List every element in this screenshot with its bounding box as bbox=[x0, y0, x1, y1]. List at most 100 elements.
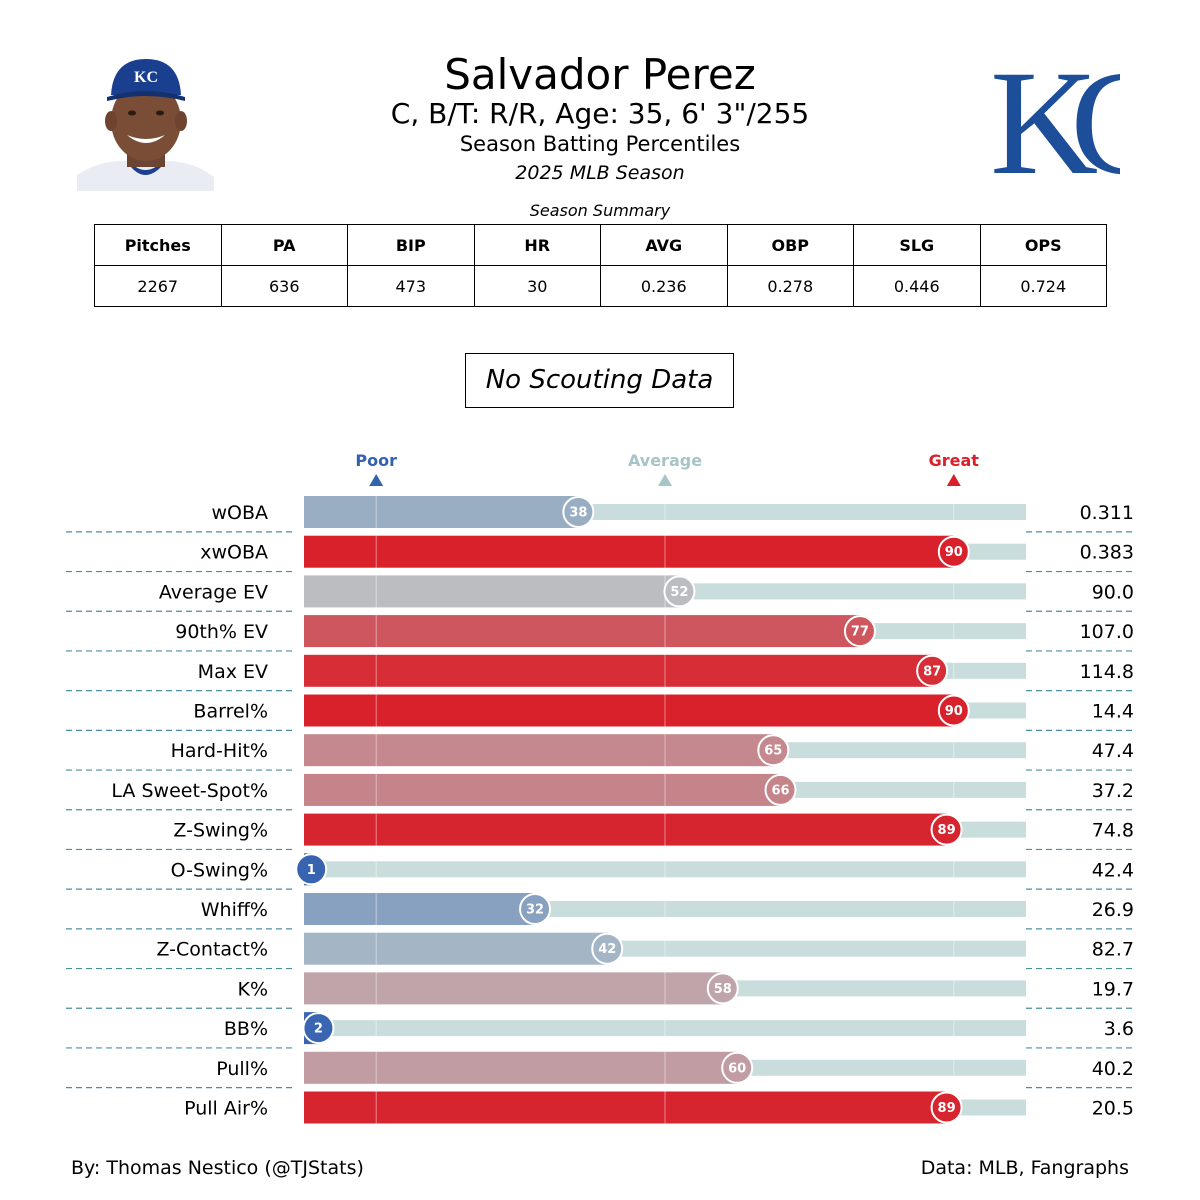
player-info: C, B/T: R/R, Age: 35, 6' 3"/255 bbox=[390, 97, 810, 130]
metric-value: 114.8 bbox=[1080, 661, 1134, 683]
summary-value-cell: 0.278 bbox=[726, 265, 854, 307]
scale-label-poor: Poor bbox=[355, 451, 397, 470]
percentile-label: 58 bbox=[714, 982, 732, 997]
summary-header-cell: BIP bbox=[347, 224, 475, 266]
percentile-marker bbox=[663, 575, 696, 608]
metric-value: 0.311 bbox=[1080, 502, 1134, 524]
summary-value-cell: 636 bbox=[220, 265, 348, 307]
metric-value: 20.5 bbox=[1092, 1098, 1134, 1120]
scale-marker-average-icon bbox=[658, 474, 672, 486]
percentile-bar bbox=[304, 496, 579, 528]
metric-value: 0.383 bbox=[1080, 542, 1134, 564]
percentile-label: 90 bbox=[945, 704, 963, 719]
percentile-bar bbox=[304, 932, 608, 965]
percentile-marker bbox=[302, 1012, 335, 1045]
summary-value-cell: 0.724 bbox=[979, 265, 1107, 307]
metric-value: 47.4 bbox=[1092, 740, 1134, 762]
percentile-label: 90 bbox=[945, 545, 963, 560]
summary-header-row: Pitches PA BIP HR AVG OBP SLG OPS bbox=[94, 224, 1107, 266]
summary-value-cell: 0.236 bbox=[600, 265, 728, 307]
metric-value: 3.6 bbox=[1104, 1018, 1134, 1040]
metric-label: BB% bbox=[224, 1018, 268, 1040]
metric-value: 90.0 bbox=[1092, 581, 1134, 603]
scale-marker-poor-icon bbox=[369, 474, 384, 486]
bar-track bbox=[304, 861, 1026, 878]
credit-text: By: Thomas Nestico (@TJStats) bbox=[71, 1157, 364, 1179]
percentile-marker bbox=[937, 535, 970, 568]
percentile-label: 87 bbox=[923, 664, 941, 679]
metric-value: 26.9 bbox=[1092, 899, 1134, 921]
percentile-marker bbox=[843, 615, 876, 648]
percentile-bar bbox=[304, 1091, 947, 1124]
percentile-label: 89 bbox=[938, 1101, 956, 1116]
metric-value: 37.2 bbox=[1092, 780, 1134, 802]
percentile-marker bbox=[295, 853, 328, 886]
percentile-bar bbox=[304, 575, 680, 608]
percentile-label: 66 bbox=[771, 783, 789, 798]
metric-label: Barrel% bbox=[193, 701, 268, 723]
summary-value-row: 2267 636 473 30 0.236 0.278 0.446 0.724 bbox=[94, 265, 1107, 307]
percentile-bar bbox=[304, 813, 947, 846]
metric-value: 19.7 bbox=[1092, 978, 1134, 1000]
metric-label: Z-Contact% bbox=[156, 939, 268, 961]
percentile-bar bbox=[304, 694, 954, 727]
percentile-bar bbox=[304, 1051, 738, 1084]
percentile-marker bbox=[721, 1051, 754, 1084]
percentile-marker bbox=[591, 932, 624, 965]
metric-label: Average EV bbox=[159, 581, 268, 603]
percentile-bar bbox=[304, 654, 933, 687]
scale-label-great: Great bbox=[929, 451, 980, 470]
metric-value: 40.2 bbox=[1092, 1058, 1134, 1080]
summary-caption: Season Summary bbox=[529, 201, 671, 220]
percentile-bar bbox=[304, 535, 954, 568]
summary-header-cell: PA bbox=[220, 224, 348, 266]
metric-label: Hard-Hit% bbox=[171, 740, 268, 762]
metric-label: O-Swing% bbox=[171, 859, 268, 881]
svg-text:KC: KC bbox=[134, 69, 158, 86]
percentile-label: 38 bbox=[569, 506, 587, 521]
metric-label: Pull Air% bbox=[184, 1098, 268, 1120]
season-summary-table: Pitches PA BIP HR AVG OBP SLG OPS 2267 6… bbox=[94, 224, 1107, 307]
percentile-label: 60 bbox=[728, 1061, 746, 1076]
metric-value: 107.0 bbox=[1080, 621, 1134, 643]
summary-header-cell: SLG bbox=[853, 224, 981, 266]
percentile-marker bbox=[937, 694, 970, 727]
percentile-label: 89 bbox=[938, 823, 956, 838]
percentile-bar bbox=[304, 773, 781, 806]
percentile-label: 2 bbox=[314, 1022, 323, 1037]
percentile-marker bbox=[916, 654, 949, 687]
percentile-chart: Poor Average Great wOBA 0.311 xwOBA 0.383 Avera… bbox=[66, 451, 1134, 1124]
metric-value: 74.8 bbox=[1092, 820, 1134, 842]
percentile-bar bbox=[304, 893, 536, 925]
summary-header-cell: OBP bbox=[726, 224, 854, 266]
metric-label: Pull% bbox=[216, 1058, 268, 1080]
percentile-marker bbox=[706, 972, 739, 1005]
percentile-label: 65 bbox=[764, 744, 782, 759]
player-headshot: KC bbox=[77, 55, 214, 191]
scale-label-average: Average bbox=[628, 451, 702, 470]
scouting-box: No Scouting Data bbox=[465, 353, 734, 408]
metric-label: K% bbox=[237, 978, 268, 1000]
percentile-label: 42 bbox=[598, 942, 616, 957]
metric-label: xwOBA bbox=[200, 542, 268, 564]
metric-label: Max EV bbox=[198, 661, 268, 683]
summary-header-cell: HR bbox=[473, 224, 601, 266]
summary-value-cell: 473 bbox=[347, 265, 475, 307]
metric-label: 90th% EV bbox=[175, 621, 268, 643]
percentile-marker bbox=[562, 496, 595, 528]
percentile-label: 1 bbox=[307, 863, 316, 878]
bar-track bbox=[304, 1020, 1026, 1037]
scale-marker-great-icon bbox=[946, 474, 961, 486]
summary-header-cell: Pitches bbox=[94, 224, 222, 266]
percentile-marker bbox=[757, 734, 790, 767]
summary-value-cell: 0.446 bbox=[853, 265, 981, 307]
percentile-marker bbox=[930, 813, 963, 846]
percentile-label: 52 bbox=[670, 585, 688, 600]
metric-value: 42.4 bbox=[1092, 859, 1134, 881]
metric-value: 82.7 bbox=[1092, 939, 1134, 961]
summary-value-cell: 30 bbox=[473, 265, 601, 307]
percentile-bar bbox=[304, 734, 774, 767]
metric-label: wOBA bbox=[211, 502, 268, 524]
percentile-label: 77 bbox=[851, 625, 869, 640]
summary-value-cell: 2267 bbox=[94, 265, 222, 307]
